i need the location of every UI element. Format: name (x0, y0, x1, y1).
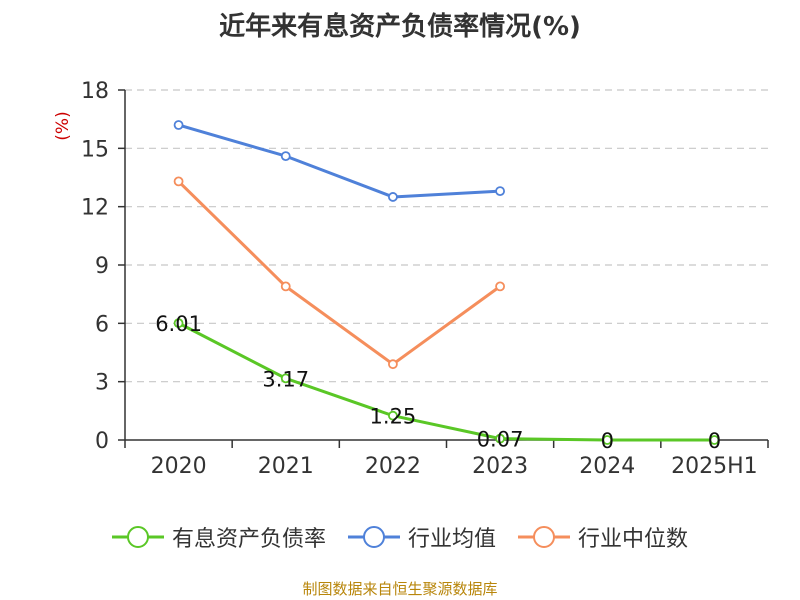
data-point (173, 176, 184, 187)
data-point (388, 410, 398, 421)
source-note: 制图数据来自恒生聚源数据库 (302, 580, 498, 598)
y-tick-label: 0 (95, 429, 109, 454)
legend-label: 行业中位数 (578, 527, 689, 552)
legend-item[interactable]: 行业中位数 (518, 521, 688, 553)
data-point (173, 318, 184, 329)
x-tick-label: 2024 (579, 454, 635, 479)
data-label: 6.01 (155, 312, 202, 336)
legend-item[interactable]: 有息资产负债率 (111, 521, 326, 553)
grid-lines (125, 89, 768, 383)
data-point (388, 359, 398, 370)
y-axis-label: (%) (53, 111, 73, 140)
legend-marker (126, 526, 149, 548)
data-label: 3.17 (262, 367, 309, 391)
legend-label: 有息资产负债率 (171, 527, 326, 552)
data-label: 0 (601, 429, 614, 453)
data-point (280, 151, 291, 162)
legend: 有息资产负债率 行业均值 行业中位数 (0, 519, 800, 555)
legend-swatch (347, 526, 400, 548)
tick-labels: 0 3 6 9 12 15 18 2020 2021 2022 2023 2024 2025H1 (81, 79, 758, 479)
legend-swatch (111, 526, 164, 548)
data-point (495, 186, 505, 197)
data-label: 0 (708, 429, 721, 453)
y-tick-label: 3 (95, 371, 109, 396)
series-line (177, 180, 501, 366)
legend-marker (362, 526, 385, 548)
legend-item[interactable]: 行业均值 (347, 521, 496, 553)
legend-marker (533, 526, 555, 548)
data-point (709, 435, 720, 445)
y-tick-label: 15 (81, 137, 109, 162)
x-tick-label: 2023 (472, 454, 528, 479)
legend-label: 行业均值 (407, 527, 496, 552)
axes (118, 89, 769, 448)
data-point (495, 433, 505, 444)
legend-swatch (518, 526, 570, 548)
data-label: 0.07 (477, 428, 524, 452)
data-point (388, 192, 398, 202)
data-point (280, 373, 291, 384)
x-tick-label: 2020 (151, 454, 207, 479)
y-tick-label: 12 (81, 196, 109, 221)
data-label: 1.25 (370, 405, 417, 429)
data-point (173, 120, 184, 130)
data-point (602, 435, 613, 445)
data-point (280, 281, 291, 292)
y-tick-label: 6 (95, 312, 109, 337)
y-tick-label: 9 (95, 254, 109, 279)
x-tick-label: 2022 (365, 454, 421, 479)
data-point (495, 281, 505, 292)
x-tick-label: 2021 (258, 454, 314, 479)
y-tick-label: 18 (81, 79, 109, 104)
data-labels: 6.01 3.17 1.25 0.07 0 0 (155, 312, 721, 453)
series-line (177, 321, 715, 442)
x-tick-label: 2025H1 (671, 454, 758, 479)
series-line (178, 123, 501, 199)
series-lines (173, 120, 720, 445)
chart-title: 近年来有息资产负债率情况(%) (219, 12, 581, 42)
